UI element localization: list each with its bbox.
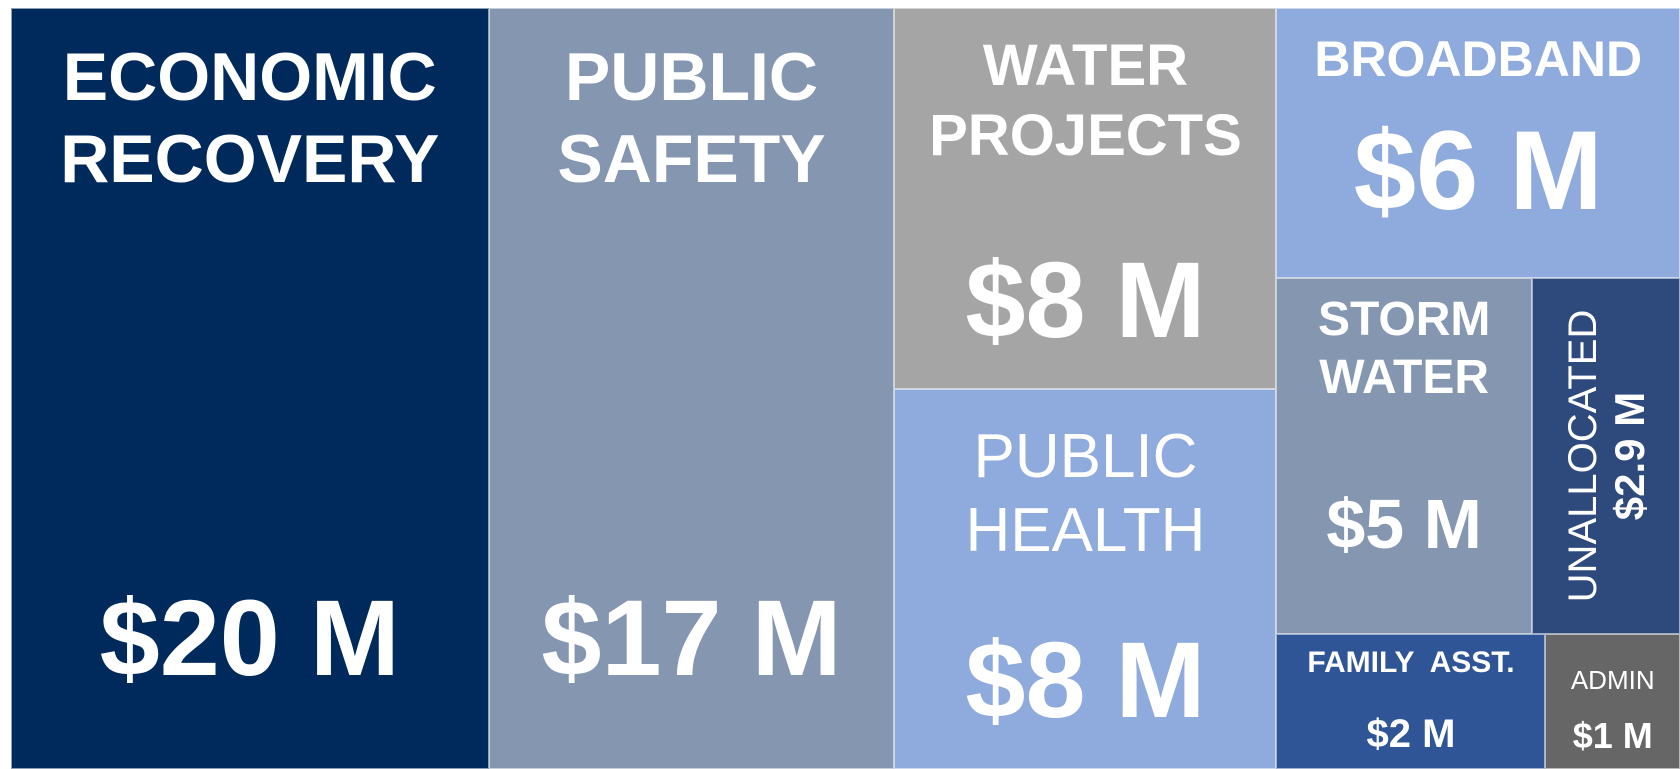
tile: WATER PROJECTS $8 M <box>894 8 1277 389</box>
tile-label: PUBLIC HEALTH <box>965 421 1206 565</box>
tile-value: $2 M <box>1366 711 1456 756</box>
tile-label: BROADBAND <box>1314 31 1643 87</box>
tile-value: $1 M <box>1572 715 1653 757</box>
tile-label: PUBLIC SAFETY <box>557 39 826 197</box>
tile-value: $8 M <box>965 619 1206 741</box>
tile: BROADBAND $6 M <box>1276 8 1680 279</box>
tile: PUBLIC HEALTH $8 M <box>894 388 1277 769</box>
tile: ECONOMIC RECOVERY $20 M <box>11 8 489 769</box>
tile-value: $8 M <box>965 238 1206 360</box>
rotated-label: UNALLOCATED $2.9 M <box>1559 279 1653 633</box>
tile-value: $6 M <box>1353 108 1603 233</box>
tile-value: $20 M <box>99 577 400 699</box>
tile-value: $5 M <box>1326 484 1482 563</box>
tile-label: WATER PROJECTS <box>929 33 1242 168</box>
tile: ADMIN $1 M <box>1545 633 1680 769</box>
tile: UNALLOCATED $2.9 M <box>1531 278 1680 634</box>
tile: FAMILY ASST. $2 M <box>1276 633 1546 769</box>
tile-label: ECONOMIC RECOVERY <box>60 39 440 197</box>
tile-value: $2.9 M <box>1605 391 1653 521</box>
tile-label: FAMILY ASST. <box>1307 645 1515 679</box>
tile-label: UNALLOCATED <box>1560 309 1605 603</box>
tile-label: ADMIN <box>1570 664 1655 695</box>
tile: PUBLIC SAFETY $17 M <box>488 8 895 769</box>
tile-label: STORM WATER <box>1317 293 1491 404</box>
tile: STORM WATER $5 M <box>1276 278 1532 634</box>
treemap: ECONOMIC RECOVERY $20 M PUBLIC SAFETY $17 M… <box>11 8 1680 769</box>
tile-value: $17 M <box>541 577 842 699</box>
